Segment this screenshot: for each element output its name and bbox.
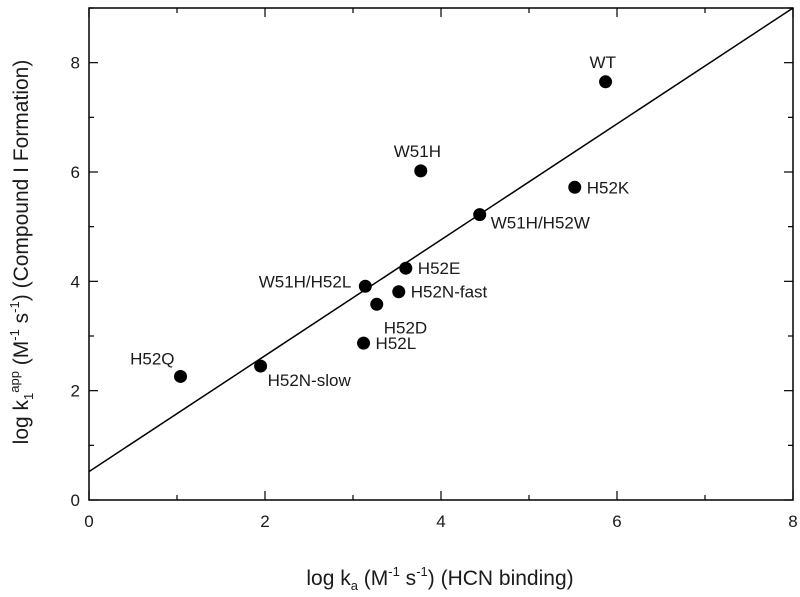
axis-title-part: app — [7, 371, 22, 393]
plot-border — [88, 7, 794, 501]
x-tick-label: 4 — [436, 512, 445, 531]
data-point — [358, 279, 372, 293]
axis-title-part: (M — [10, 341, 33, 371]
data-point — [370, 297, 384, 311]
data-point — [568, 180, 582, 194]
axis-title-part: s — [10, 313, 33, 329]
point-label: H52N-slow — [268, 371, 352, 390]
data-point — [599, 75, 613, 89]
data-point — [399, 261, 413, 275]
data-point — [174, 369, 188, 383]
y-tick-label: 4 — [71, 272, 80, 291]
x-tick-label: 0 — [84, 512, 93, 531]
point-label: H52E — [418, 259, 461, 278]
point-label: W51H/H52L — [259, 272, 352, 291]
axis-title-part: -1 — [388, 564, 400, 579]
axis-title-part: -1 — [7, 301, 22, 313]
x-axis-title: log ka (M-1 s-1) (HCN binding) — [306, 564, 573, 593]
y-tick-label: 2 — [71, 382, 80, 401]
axis-title-part: ) (Compound I Formation) — [10, 60, 33, 302]
y-tick-label: 8 — [71, 54, 80, 73]
data-point — [392, 285, 406, 299]
regression-line-group — [88, 7, 794, 473]
point-label: H52L — [376, 334, 417, 353]
data-points — [174, 75, 613, 383]
data-point — [357, 336, 371, 350]
plot-frame — [88, 7, 794, 501]
x-tick-label: 2 — [260, 512, 269, 531]
point-label: H52Q — [130, 349, 174, 368]
point-label: H52D — [384, 318, 427, 337]
x-tick-label: 6 — [612, 512, 621, 531]
axis-title-part: s — [400, 567, 416, 590]
axis-title-part: (M — [358, 567, 388, 590]
axis-title-part: 1 — [21, 393, 36, 400]
axis-title-part: log k — [10, 399, 33, 444]
axis-title-part: log k — [306, 567, 351, 590]
data-point — [473, 208, 487, 222]
y-tick-label: 0 — [71, 491, 80, 510]
point-label: H52N-fast — [411, 283, 488, 302]
y-axis-title: log k1app (M-1 s-1) (Compound I Formatio… — [7, 60, 36, 445]
regression-line — [88, 7, 794, 473]
point-labels: WT W51H H52K W51H/H52W H52E W51H/H52L H52N-fas… — [130, 53, 630, 390]
data-point — [254, 359, 268, 373]
axis-title-part: -1 — [416, 564, 428, 579]
point-label: WT — [590, 53, 616, 72]
point-label: H52K — [587, 178, 630, 197]
point-label: W51H/H52W — [491, 214, 590, 233]
axis-title-part: ) (HCN binding) — [428, 567, 574, 590]
x-tick-label: 8 — [788, 512, 797, 531]
axis-title-part: a — [351, 578, 359, 593]
axis-title-part: -1 — [7, 329, 22, 341]
point-label: W51H — [394, 142, 441, 161]
data-point — [414, 164, 428, 178]
y-tick-label: 6 — [71, 163, 80, 182]
